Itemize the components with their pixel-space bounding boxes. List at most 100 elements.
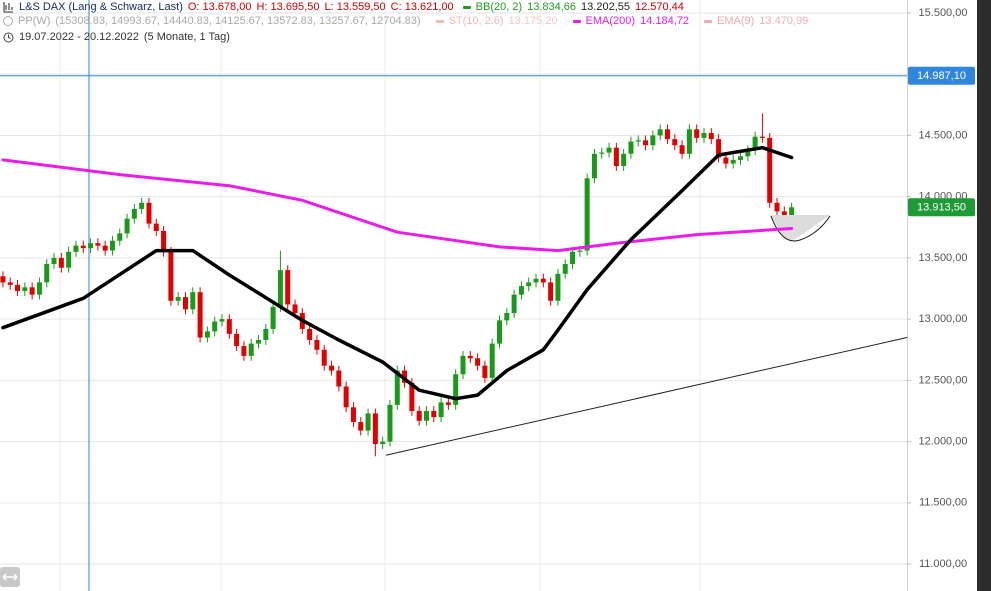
candle-body: [358, 422, 364, 431]
candle-body: [336, 370, 342, 387]
candle-body: [248, 343, 254, 356]
candle-body: [102, 245, 108, 251]
candle-body: [708, 132, 714, 140]
ohlc-readout: C: 13.621,00: [390, 1, 454, 13]
indicator-name: BB(20, 2): [475, 1, 523, 13]
candle-body: [190, 292, 196, 310]
candle-body: [29, 287, 35, 295]
candle-body: [431, 410, 437, 418]
indicator-line: [385, 337, 908, 456]
candle-body: [664, 129, 670, 140]
candle-body: [387, 404, 393, 442]
candle-body: [540, 278, 546, 283]
candle-body: [694, 129, 700, 138]
candle-body: [73, 245, 79, 252]
last-price-label: 13.913,50: [917, 202, 966, 214]
indicator-value: 13.202,55: [581, 1, 630, 13]
ohlc-readout: H: 13.695,50: [256, 1, 320, 13]
candle-body: [197, 292, 203, 338]
candle-body: [475, 358, 481, 366]
indicator-value: 14.184,72: [640, 15, 689, 27]
scroll-icon[interactable]: [2, 573, 18, 581]
candle-body: [256, 339, 262, 344]
candle-body: [489, 343, 495, 378]
indicator-icon: [704, 19, 712, 23]
side-bar: [977, 0, 991, 591]
candle-body: [212, 321, 218, 332]
candle-body: [350, 407, 356, 423]
candle-body: [139, 202, 145, 209]
instrument-title: L&S DAX (Lang & Schwarz, Last): [19, 1, 183, 13]
candle-body: [226, 319, 232, 334]
candle-body: [168, 251, 174, 301]
candle-body: [730, 159, 736, 164]
y-tick-label: 12.000,00: [919, 436, 968, 448]
candle-body: [292, 304, 298, 314]
candle-body: [329, 365, 335, 371]
candle-body: [146, 202, 152, 224]
candle-body: [22, 287, 28, 291]
candle-body: [737, 156, 743, 160]
candle-body: [570, 251, 576, 265]
candle-body: [438, 402, 444, 418]
candle-body: [533, 278, 539, 283]
candle-body: [234, 333, 240, 347]
indicator-icon: [572, 19, 581, 23]
candle-body: [124, 218, 130, 234]
candle-body: [657, 129, 663, 136]
candle-body: [482, 365, 488, 378]
candle-body: [518, 286, 524, 295]
y-tick-label: 12.500,00: [919, 374, 968, 386]
candle-body: [643, 140, 649, 146]
candle-body: [409, 382, 415, 411]
candle-body: [759, 136, 765, 138]
indicator-value: 13.470,99: [759, 15, 809, 27]
candle-body: [423, 410, 429, 421]
grid: [0, 12, 907, 565]
clock-icon: [3, 32, 14, 42]
candle-body: [263, 328, 269, 340]
indicator-icon: [435, 19, 444, 23]
last-price-box: [908, 198, 975, 217]
candle-body: [372, 413, 378, 445]
candle-body: [36, 282, 42, 295]
candle-body: [182, 297, 188, 310]
candle-body: [277, 270, 283, 307]
candle-body: [555, 273, 561, 301]
candle-body: [723, 157, 729, 164]
y-tick-label: 15.500,00: [919, 7, 968, 19]
candle-body: [584, 178, 590, 251]
candle-body: [460, 355, 466, 375]
candle-body: [745, 150, 751, 157]
candle-body: [161, 230, 167, 252]
candle-body: [0, 276, 6, 283]
candle-body: [672, 139, 678, 146]
scroll-button[interactable]: [0, 567, 20, 587]
candle-body: [58, 257, 64, 268]
level-label: 14.987,10: [917, 70, 966, 82]
candle-body: [562, 264, 568, 274]
candle-body: [380, 441, 386, 445]
ohlc-readout: L: 13.559,50: [324, 1, 386, 13]
candle-body: [66, 251, 72, 268]
candle-body: [453, 374, 459, 405]
period: (5 Monate, 1 Tag): [143, 31, 230, 43]
candle-body: [285, 270, 291, 305]
indicator-value: 13.175,20: [508, 15, 558, 27]
candle-body: [774, 202, 780, 212]
header-row: L&S DAX (Lang & Schwarz, Last) O: 13.678…: [3, 0, 684, 14]
indicator-name: EMA(200): [585, 15, 636, 27]
candle-body: [51, 257, 57, 265]
candle-body: [15, 284, 21, 291]
indicator-icon: [3, 16, 13, 26]
indicator-value: 12.570,44: [634, 1, 684, 13]
candle-body: [117, 233, 123, 241]
candle-body: [270, 306, 276, 329]
candle-body: [343, 386, 349, 408]
chart-icon: [3, 2, 13, 13]
candles: [0, 113, 795, 457]
candle-body: [621, 153, 627, 167]
indicator-name: PP(W): [18, 15, 51, 27]
